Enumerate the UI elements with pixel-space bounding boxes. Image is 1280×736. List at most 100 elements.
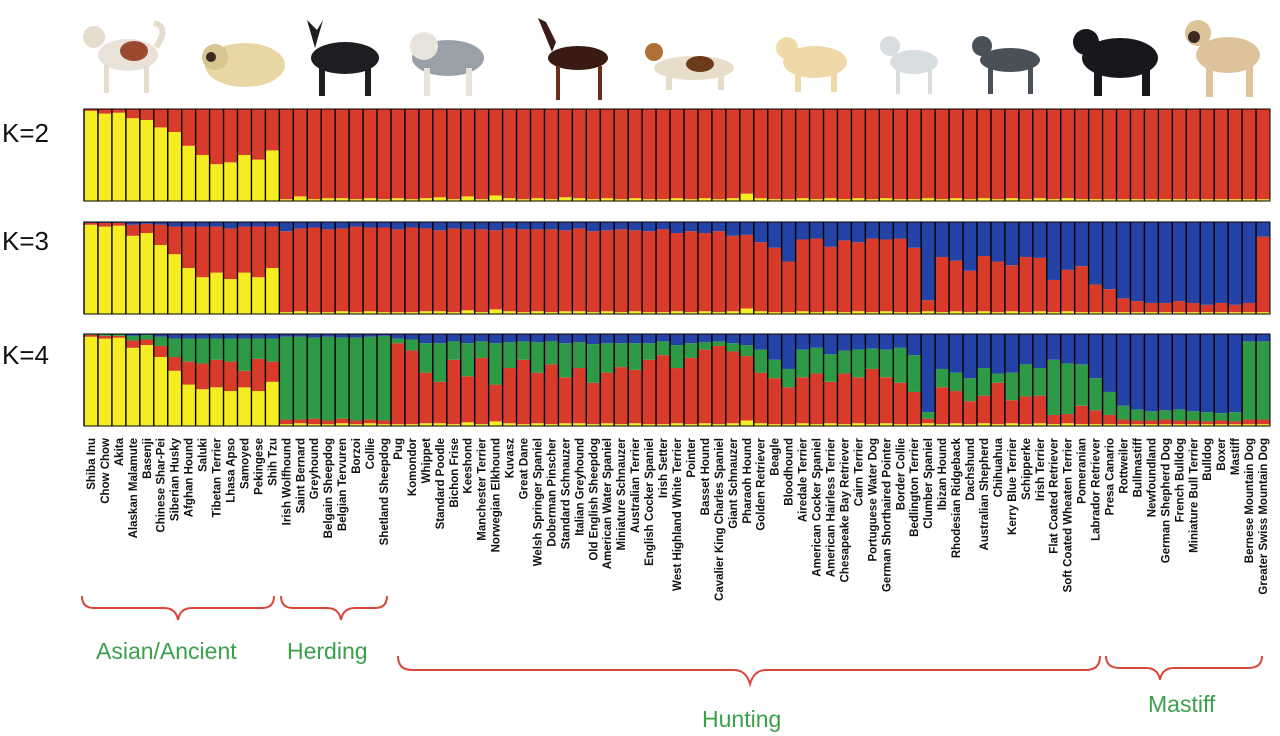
segment-blue xyxy=(949,222,964,261)
segment-yellow xyxy=(656,199,671,201)
segment-blue xyxy=(572,334,587,343)
breed-label: Bullmastiff xyxy=(1132,438,1144,498)
bar-k2-samoyed xyxy=(237,109,252,201)
segment-blue xyxy=(837,222,852,241)
bar-k3-border-collie xyxy=(893,222,908,314)
segment-red xyxy=(223,228,238,280)
segment-red xyxy=(474,109,489,200)
bar-k3-bedlington-terrier xyxy=(907,222,922,314)
bar-k4-pointer xyxy=(683,334,699,426)
segment-blue xyxy=(1242,334,1257,342)
segment-yellow xyxy=(1256,424,1271,426)
segment-blue xyxy=(656,334,671,342)
segment-yellow xyxy=(181,268,196,314)
segment-red xyxy=(767,247,782,313)
breed-label: Cairn Terrier xyxy=(853,437,865,506)
segment-blue xyxy=(656,222,671,230)
segment-blue xyxy=(390,334,406,339)
segment-red xyxy=(237,226,252,273)
segment-red xyxy=(656,109,671,200)
segment-red xyxy=(377,227,392,313)
segment-red xyxy=(1186,420,1201,425)
group-label-hunting: Hunting xyxy=(702,706,781,732)
breed-label: Presa Canario xyxy=(1105,438,1117,515)
segment-red xyxy=(279,419,294,425)
breed-label: Beagle xyxy=(770,438,782,476)
segment-red xyxy=(795,239,810,312)
bar-k2-italian-greyhound xyxy=(572,109,587,201)
breed-label: Bedlington Terrier xyxy=(909,437,921,536)
segment-yellow xyxy=(1186,199,1201,201)
bar-k2-doberman-pinscher xyxy=(544,109,559,201)
doberman-picture xyxy=(538,18,608,100)
bar-k2-greater-swiss-mountain-dog xyxy=(1256,109,1271,201)
segment-red xyxy=(753,109,768,199)
segment-yellow xyxy=(865,424,880,426)
segment-red xyxy=(125,224,141,236)
segment-yellow xyxy=(1228,424,1243,426)
segment-blue xyxy=(139,222,155,224)
bar-k3-standard-poodle xyxy=(432,222,448,314)
segment-blue xyxy=(153,222,169,225)
bar-k3-french-bulldog xyxy=(1172,222,1187,314)
segment-yellow xyxy=(418,423,434,426)
breed-label: Kerry Blue Terrier xyxy=(1007,437,1019,534)
breed-label: Standard Schnauzer xyxy=(560,437,572,549)
segment-blue xyxy=(795,222,810,240)
segment-red xyxy=(446,359,462,425)
bar-k4-giant-schnauzer xyxy=(725,334,741,426)
segment-blue xyxy=(1200,334,1215,413)
segment-red xyxy=(990,382,1006,425)
segment-red xyxy=(1060,414,1075,424)
bar-k4-akita xyxy=(111,334,127,426)
bar-k2-shih-tzu xyxy=(265,109,280,201)
segment-blue xyxy=(153,334,169,337)
segment-yellow xyxy=(265,268,280,314)
segment-red xyxy=(516,229,531,313)
segment-yellow xyxy=(1060,423,1075,426)
breed-label: Tibetan Terrier xyxy=(212,437,224,517)
bar-k2-english-cocker-spaniel xyxy=(642,109,657,201)
bar-k4-afghan-hound xyxy=(181,334,196,426)
bar-k3-golden-retriever xyxy=(753,222,768,314)
segment-red xyxy=(404,350,420,425)
segment-red xyxy=(921,109,936,199)
segment-yellow xyxy=(683,199,699,201)
segment-yellow xyxy=(656,424,671,426)
segment-yellow xyxy=(418,198,434,201)
segment-green xyxy=(237,338,252,371)
bar-k3-komondor xyxy=(404,222,420,314)
bar-k4-german-shepherd-dog xyxy=(1158,334,1173,426)
breed-label: Soft Coated Wheaten Terrier xyxy=(1063,437,1075,592)
segment-yellow xyxy=(711,312,727,314)
segment-yellow xyxy=(237,272,252,314)
segment-yellow xyxy=(1158,424,1173,426)
segment-red xyxy=(1116,298,1131,313)
segment-red xyxy=(418,109,434,199)
segment-blue xyxy=(1172,222,1187,302)
bar-k2-bernese-mountain-dog xyxy=(1242,109,1257,201)
bar-k2-chow-chow xyxy=(97,109,113,201)
segment-red xyxy=(1242,419,1257,425)
segment-yellow xyxy=(1116,199,1131,201)
segment-blue xyxy=(1186,222,1201,303)
segment-green xyxy=(865,348,880,369)
bar-k2-tibetan-terrier xyxy=(209,109,224,201)
segment-yellow xyxy=(84,224,99,314)
segment-yellow xyxy=(767,312,782,314)
bar-k2-old-english-sheepdog xyxy=(586,109,601,201)
breed-label: Samoyed xyxy=(239,438,251,489)
bar-k4-bichon-frise xyxy=(446,334,462,426)
bar-k3-kuvasz xyxy=(502,222,517,314)
breed-labels: Shiba Inu Chow Chow Akita Alaskan Malamute B… xyxy=(86,437,1270,601)
segment-yellow xyxy=(697,198,713,201)
segment-yellow xyxy=(97,338,113,426)
segment-yellow xyxy=(390,198,406,201)
segment-red xyxy=(1200,304,1215,313)
segment-red xyxy=(97,222,113,227)
segment-yellow xyxy=(976,311,992,314)
segment-yellow xyxy=(725,423,741,426)
segment-yellow xyxy=(237,155,252,201)
segment-yellow xyxy=(837,312,852,314)
bar-k4-west-highland-white-terrier xyxy=(670,334,685,426)
